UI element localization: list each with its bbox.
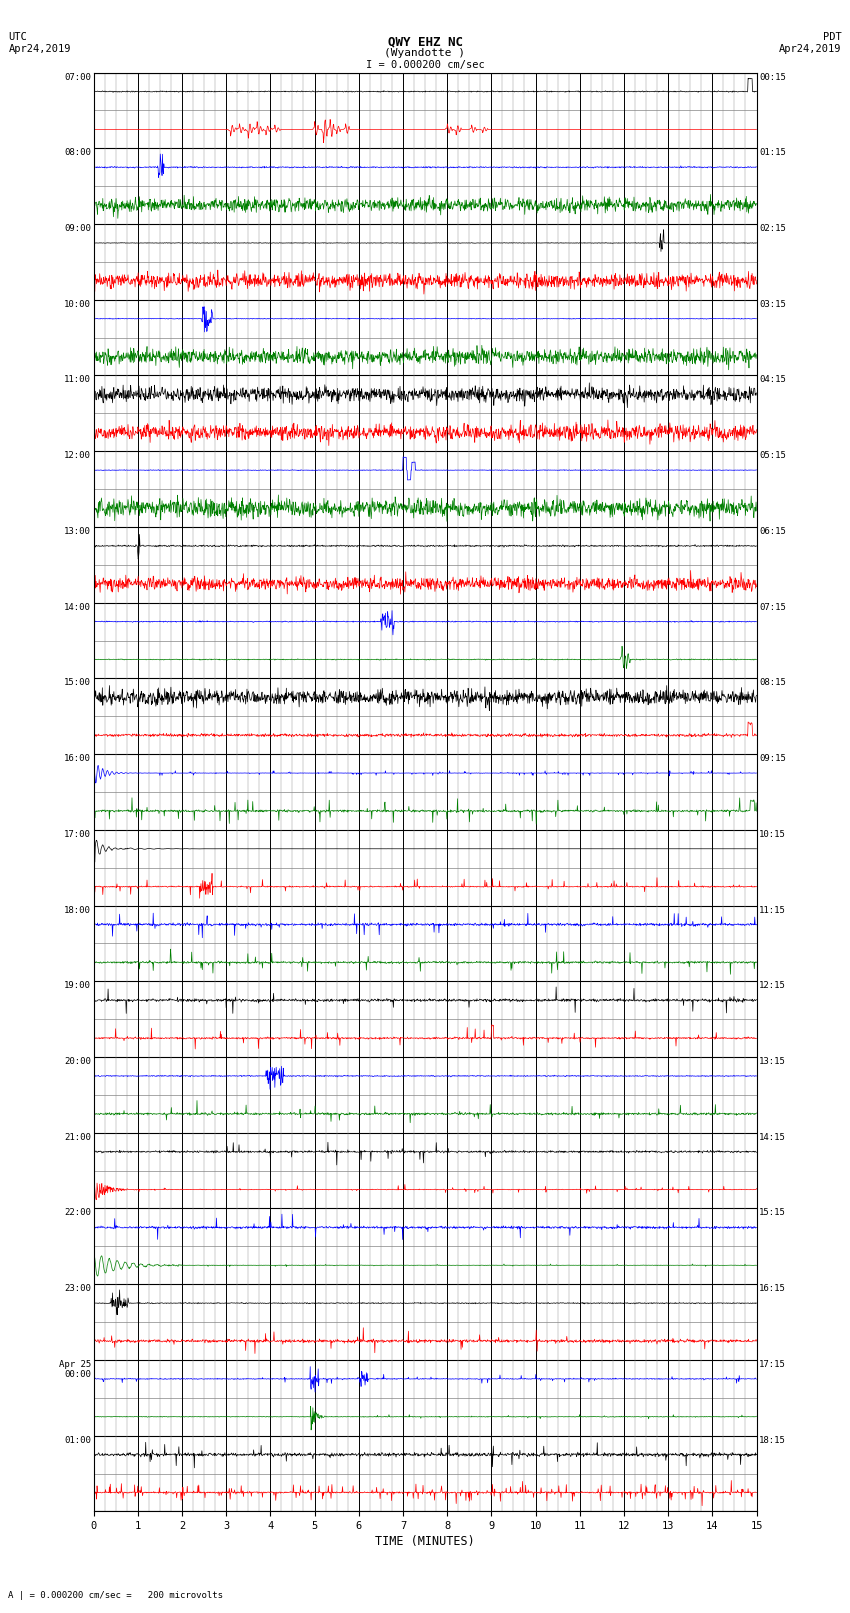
X-axis label: TIME (MINUTES): TIME (MINUTES): [375, 1536, 475, 1548]
Text: 10:15: 10:15: [759, 829, 786, 839]
Text: 07:15: 07:15: [759, 603, 786, 611]
Text: A | = 0.000200 cm/sec =   200 microvolts: A | = 0.000200 cm/sec = 200 microvolts: [8, 1590, 224, 1600]
Text: 06:15: 06:15: [759, 527, 786, 536]
Text: 14:15: 14:15: [759, 1132, 786, 1142]
Text: 07:00: 07:00: [64, 73, 91, 82]
Text: 01:00: 01:00: [64, 1436, 91, 1445]
Text: 13:00: 13:00: [64, 527, 91, 536]
Text: 17:00: 17:00: [64, 829, 91, 839]
Text: 01:15: 01:15: [759, 148, 786, 158]
Text: 15:00: 15:00: [64, 679, 91, 687]
Text: 18:00: 18:00: [64, 905, 91, 915]
Text: 12:15: 12:15: [759, 981, 786, 990]
Text: I = 0.000200 cm/sec: I = 0.000200 cm/sec: [366, 60, 484, 69]
Text: 19:00: 19:00: [64, 981, 91, 990]
Text: Apr 25
00:00: Apr 25 00:00: [59, 1360, 91, 1379]
Text: 21:00: 21:00: [64, 1132, 91, 1142]
Text: 22:00: 22:00: [64, 1208, 91, 1218]
Text: 14:00: 14:00: [64, 603, 91, 611]
Text: 09:00: 09:00: [64, 224, 91, 232]
Text: Apr24,2019: Apr24,2019: [779, 44, 842, 53]
Text: 10:00: 10:00: [64, 300, 91, 308]
Text: UTC: UTC: [8, 32, 27, 42]
Text: 00:15: 00:15: [759, 73, 786, 82]
Text: QWY EHZ NC: QWY EHZ NC: [388, 35, 462, 48]
Text: 12:00: 12:00: [64, 452, 91, 460]
Text: 08:15: 08:15: [759, 679, 786, 687]
Text: 23:00: 23:00: [64, 1284, 91, 1294]
Text: 16:15: 16:15: [759, 1284, 786, 1294]
Text: 20:00: 20:00: [64, 1057, 91, 1066]
Text: 17:15: 17:15: [759, 1360, 786, 1369]
Text: 08:00: 08:00: [64, 148, 91, 158]
Text: 15:15: 15:15: [759, 1208, 786, 1218]
Text: 04:15: 04:15: [759, 376, 786, 384]
Text: 02:15: 02:15: [759, 224, 786, 232]
Text: (Wyandotte ): (Wyandotte ): [384, 48, 466, 58]
Text: 18:15: 18:15: [759, 1436, 786, 1445]
Text: Apr24,2019: Apr24,2019: [8, 44, 71, 53]
Text: 09:15: 09:15: [759, 755, 786, 763]
Text: 03:15: 03:15: [759, 300, 786, 308]
Text: 11:15: 11:15: [759, 905, 786, 915]
Text: 16:00: 16:00: [64, 755, 91, 763]
Text: 13:15: 13:15: [759, 1057, 786, 1066]
Text: 11:00: 11:00: [64, 376, 91, 384]
Text: PDT: PDT: [823, 32, 842, 42]
Text: 05:15: 05:15: [759, 452, 786, 460]
